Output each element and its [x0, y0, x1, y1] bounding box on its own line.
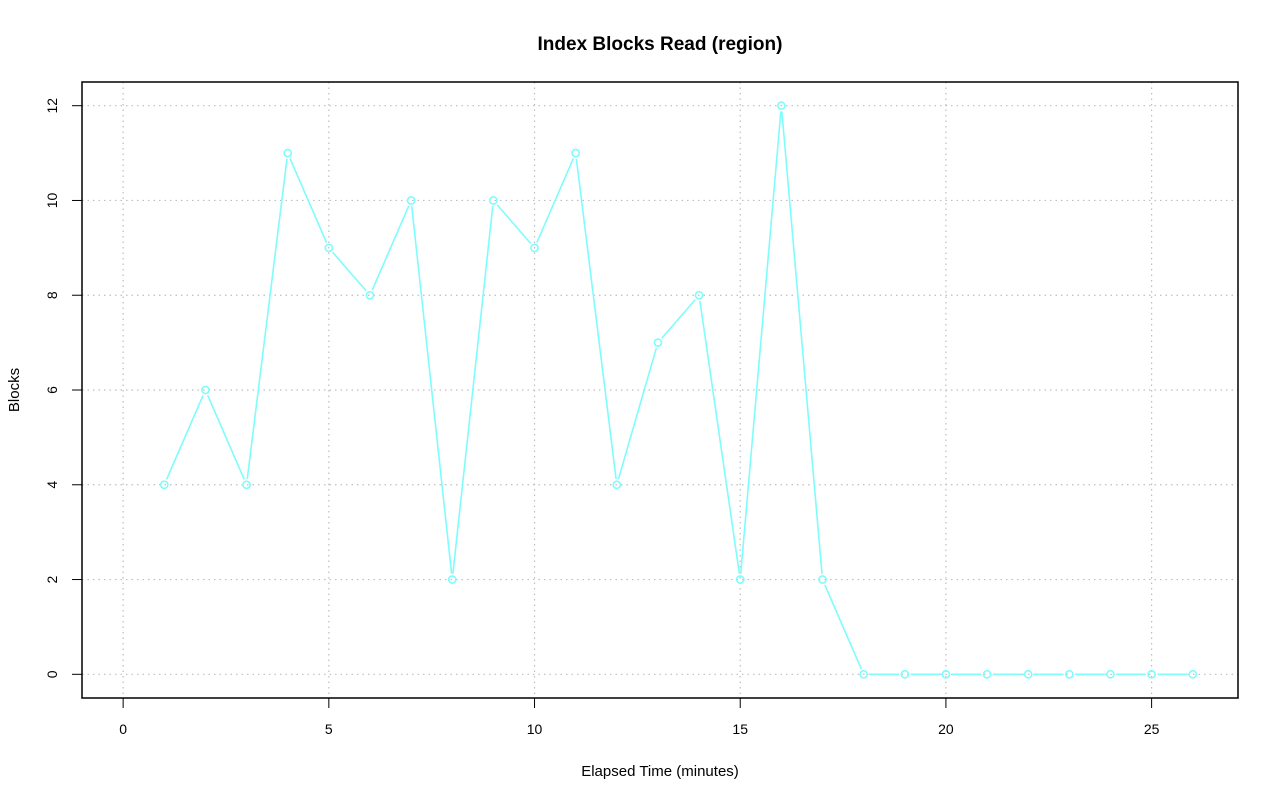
series-line-segment [332, 251, 367, 292]
data-point [900, 669, 910, 679]
y-tick-label: 0 [44, 670, 60, 678]
y-tick-label: 4 [44, 481, 60, 489]
data-point [1064, 669, 1074, 679]
data-point [1023, 669, 1033, 679]
series-line-segment [206, 395, 245, 480]
data-point [1188, 669, 1198, 679]
y-tick-label: 10 [44, 192, 60, 208]
data-point [612, 480, 622, 490]
data-point [159, 480, 169, 490]
series-line-segment [496, 204, 532, 244]
y-tick-label: 12 [44, 98, 60, 114]
series-line-segment [536, 158, 575, 243]
x-tick-label: 0 [119, 721, 127, 737]
x-tick-label: 10 [527, 721, 543, 737]
data-point [242, 480, 251, 490]
series-line-segment [452, 206, 494, 574]
data-point [488, 196, 498, 205]
chart-title: Index Blocks Read (region) [538, 34, 783, 55]
data-point [447, 575, 457, 584]
data-point [530, 243, 539, 253]
data-point [735, 575, 745, 584]
series-line-segment [289, 158, 328, 243]
data-point [571, 148, 581, 158]
y-tick-label: 6 [44, 386, 60, 394]
data-point [859, 669, 869, 679]
data-point [365, 290, 375, 300]
data-point [1147, 669, 1157, 679]
data-point [982, 669, 992, 679]
series-line-segment [699, 300, 741, 574]
data-point [406, 196, 416, 205]
series-line-segment [739, 111, 782, 574]
series-line-segment [824, 584, 863, 670]
data-point [776, 101, 786, 111]
data-point [201, 385, 210, 395]
data-point [283, 148, 293, 158]
series-line-segment [617, 347, 658, 480]
x-tick-label: 20 [938, 721, 954, 737]
data-point [324, 243, 334, 253]
series-line-segment [410, 206, 453, 574]
grid-lines [82, 82, 1238, 698]
series-line-segment [371, 205, 410, 291]
series [159, 101, 1198, 679]
y-axis-label: Blocks [6, 368, 23, 412]
series-line-segment [165, 395, 204, 480]
x-tick-label: 15 [732, 721, 748, 737]
series-line-segment [575, 158, 617, 480]
plot-frame [81, 81, 1239, 699]
data-point [941, 669, 951, 679]
series-line-segment [661, 299, 696, 339]
x-tick-label: 25 [1144, 721, 1160, 737]
y-tick-label: 2 [44, 575, 60, 583]
series-line-segment [781, 111, 823, 574]
y-tick-label: 8 [44, 291, 60, 299]
x-tick-label: 5 [325, 721, 333, 737]
data-point [818, 575, 827, 584]
x-axis-label: Elapsed Time (minutes) [581, 763, 739, 780]
data-point [653, 338, 663, 348]
data-point [1106, 669, 1115, 679]
data-point [694, 290, 704, 300]
series-line-segment [246, 158, 288, 480]
